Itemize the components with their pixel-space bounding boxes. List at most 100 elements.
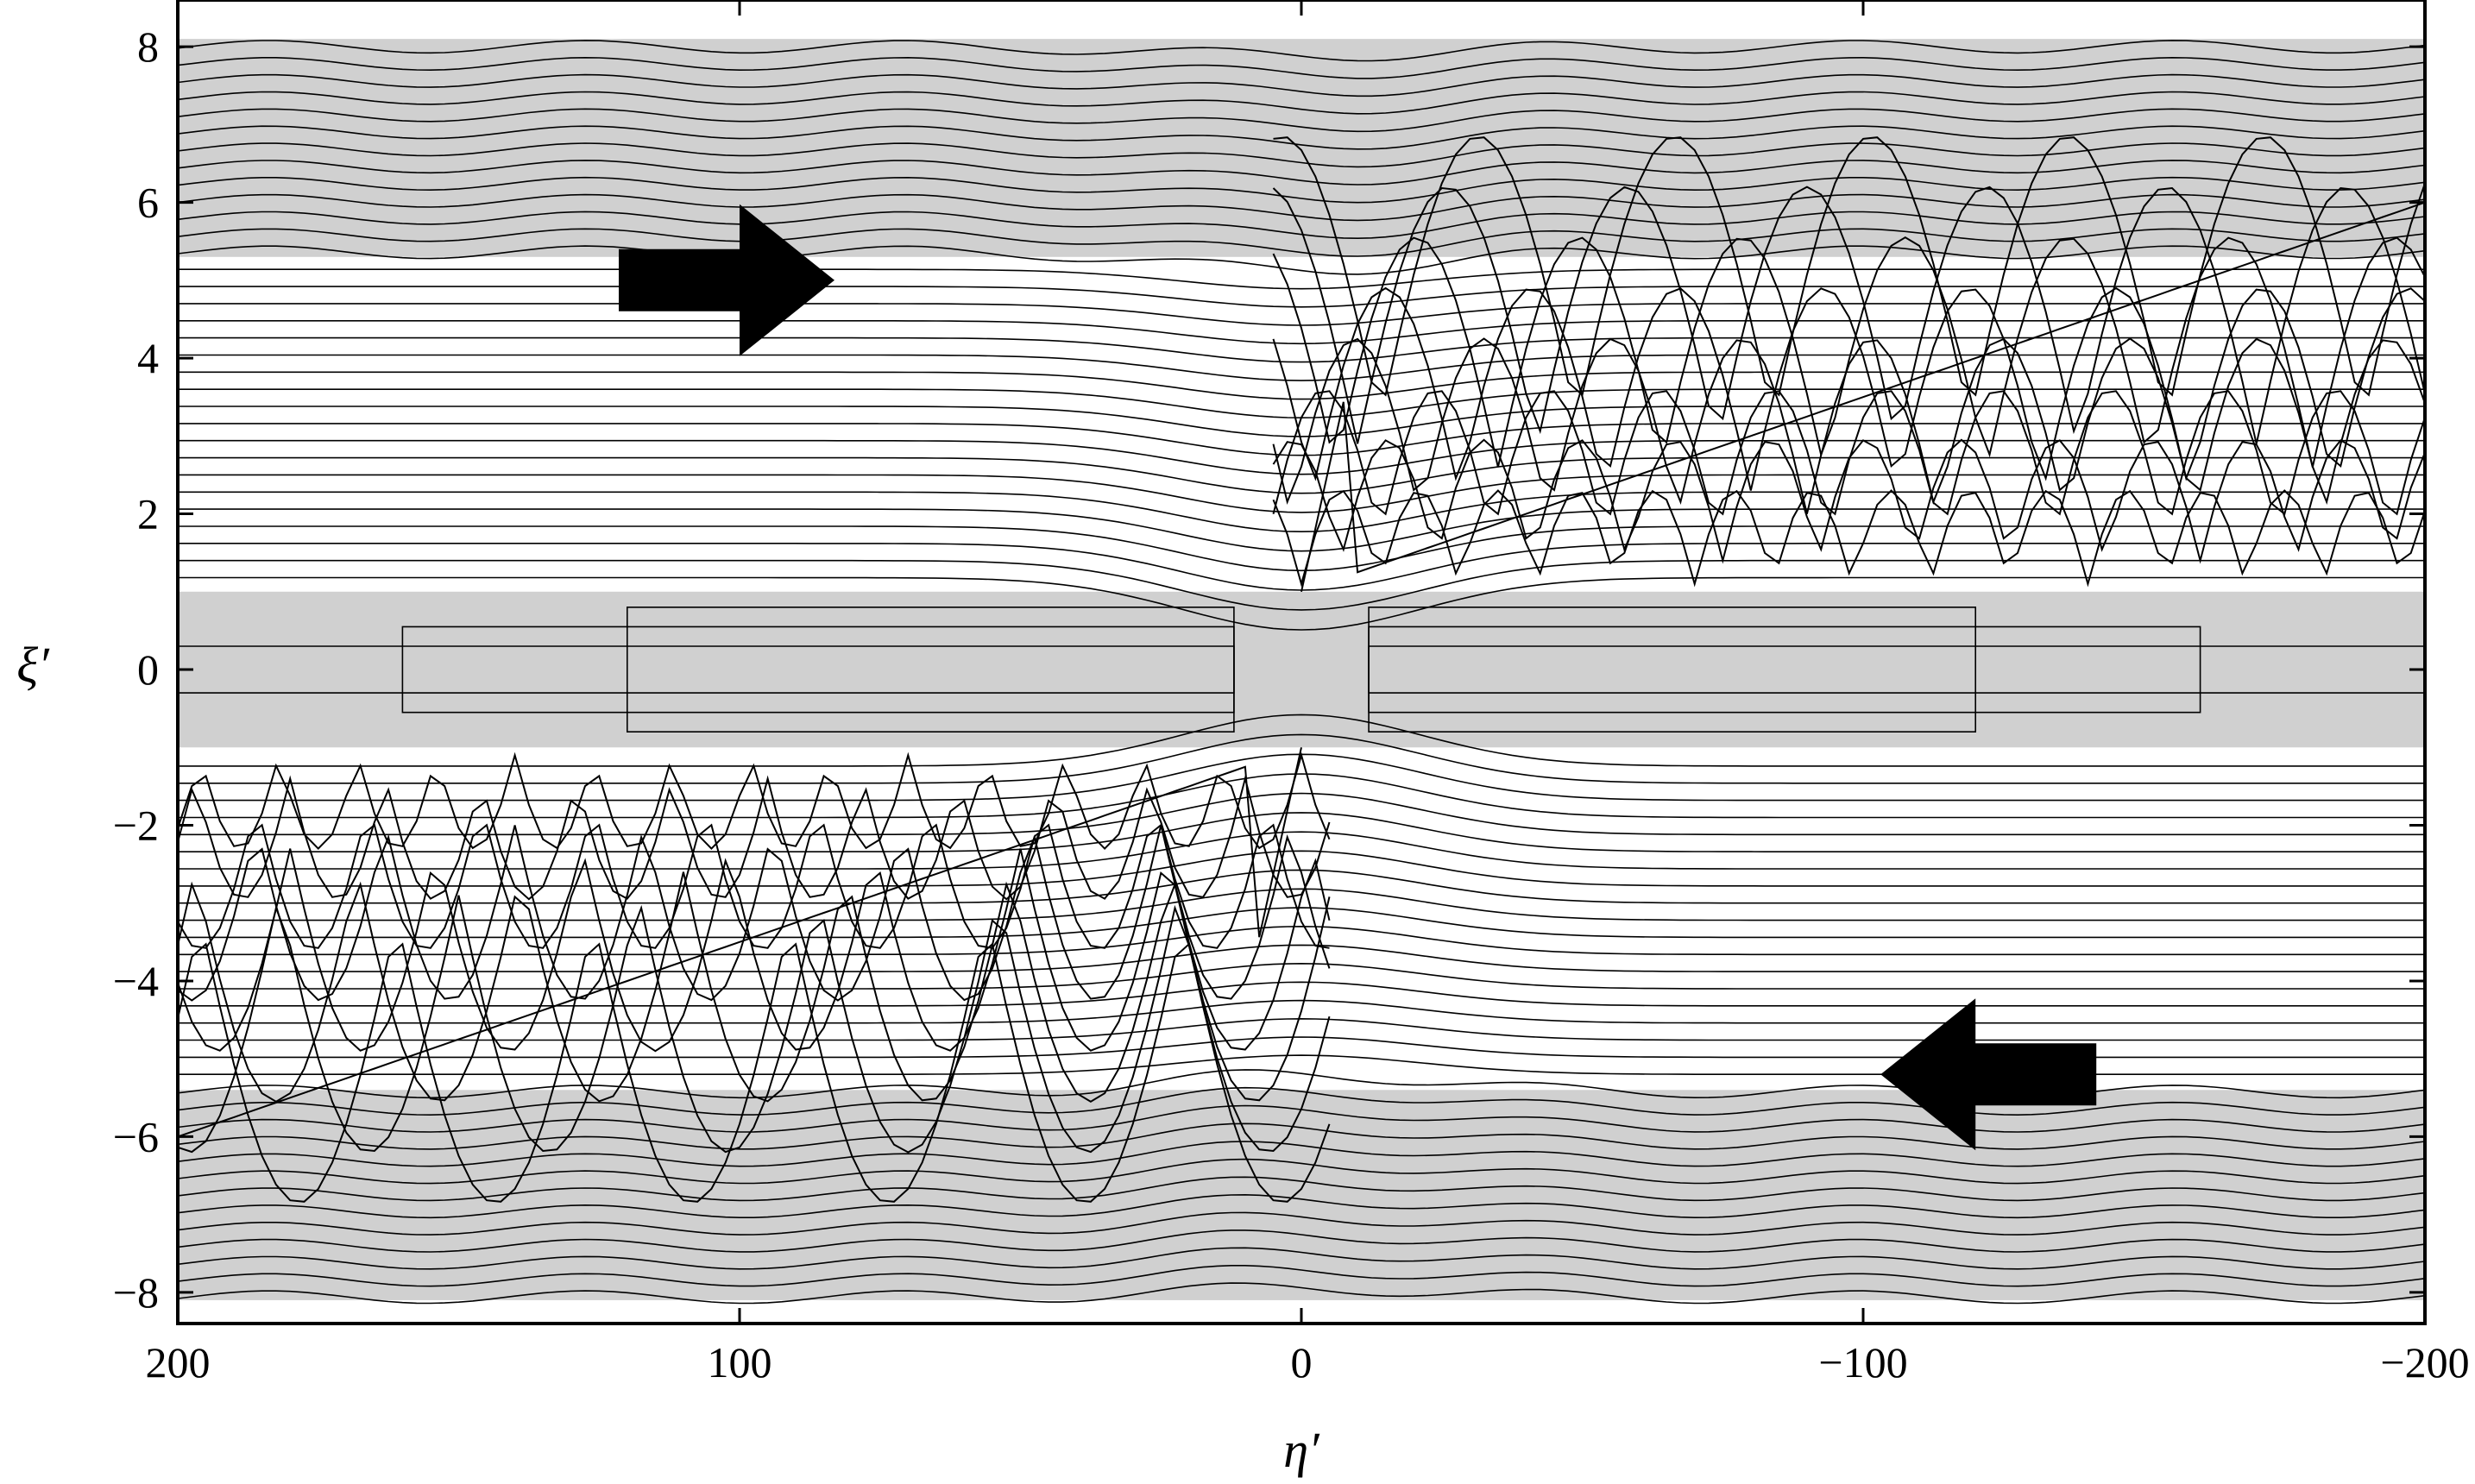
streamline-4 (178, 91, 2425, 115)
streamline-58 (178, 1176, 2425, 1202)
streamline-9 (178, 176, 2425, 204)
closed-contour-65 (178, 645, 1235, 694)
streamline-11 (178, 211, 2425, 240)
closed-contour-68 (1368, 626, 2201, 714)
closed-contour-70 (1368, 607, 1976, 733)
streamline-33 (178, 714, 2425, 767)
streamline-32 (178, 576, 2425, 631)
orbit-upper-7 (1272, 186, 2425, 444)
streamline-41 (178, 869, 2425, 904)
streamline-48 (178, 999, 2425, 1024)
streamline-57 (178, 1158, 2425, 1185)
orbit-lower-5 (178, 848, 1331, 1053)
streamline-27 (178, 491, 2425, 533)
streamline-1 (178, 40, 2425, 62)
orbit-upper-6 (1272, 236, 2425, 468)
streamline-62 (178, 1247, 2425, 1270)
y-tick-label: 4 (137, 334, 159, 382)
streamline-24 (178, 439, 2425, 475)
streamline-61 (178, 1229, 2425, 1253)
streamline-15 (178, 286, 2425, 308)
y-axis-label: ξ′ (16, 637, 50, 693)
streamline-17 (178, 320, 2425, 345)
flow-arrows (619, 204, 2097, 1151)
x-tick-label: 100 (708, 1338, 772, 1387)
flow-arrow-left (1880, 998, 2097, 1151)
streamline-36 (178, 773, 2425, 819)
x-tick-label: 0 (1291, 1338, 1313, 1387)
orbit-upper-8 (1273, 136, 2425, 397)
streamline-53 (178, 1086, 2425, 1116)
orbit-lower-4 (178, 825, 1331, 1002)
streamline-19 (178, 354, 2425, 381)
orbit-lower-1 (178, 751, 1331, 851)
streamline-16 (178, 303, 2425, 326)
particle-orbits (178, 136, 2425, 1203)
orbit-upper-5 (1272, 286, 2425, 491)
orbit-lower-3 (178, 823, 1330, 949)
orbit-upper-1 (1272, 489, 2425, 588)
streamline-49 (178, 1017, 2425, 1041)
streamline-64 (178, 1282, 2425, 1305)
streamline-5 (178, 108, 2425, 133)
shaded-band-2 (178, 1090, 2425, 1300)
streamline-44 (178, 925, 2425, 956)
y-tick-label: −2 (113, 801, 159, 849)
y-tick-label: 6 (137, 179, 159, 227)
streamline-23 (178, 423, 2425, 456)
streamline-39 (178, 831, 2425, 870)
y-tick-label: 2 (137, 490, 159, 538)
streamline-3 (178, 73, 2425, 97)
orbit-upper-4 (1272, 337, 2425, 514)
streamline-56 (178, 1141, 2425, 1167)
streamline-34 (178, 733, 2425, 784)
separatrix-lower (178, 747, 1302, 1138)
streamline-26 (178, 474, 2425, 513)
orbit-upper-3 (1272, 390, 2425, 516)
separatrix-upper (1300, 201, 2425, 593)
y-tick-label: 0 (137, 645, 159, 694)
streamline-59 (178, 1193, 2425, 1219)
streamline-38 (178, 812, 2425, 852)
orbit-lower-6 (178, 871, 1331, 1103)
streamline-6 (178, 125, 2425, 150)
streamline-46 (178, 962, 2425, 990)
closed-contour-69 (627, 607, 1235, 733)
shaded-band-3 (178, 591, 2425, 748)
y-tick-label: −8 (113, 1268, 159, 1317)
streamline-63 (178, 1265, 2425, 1287)
y-tick-label: −4 (113, 957, 159, 1005)
streamline-13 (178, 245, 2425, 275)
streamline-14 (178, 268, 2425, 290)
streamline-20 (178, 371, 2425, 400)
streamline-31 (178, 559, 2425, 611)
x-tick-label: −100 (1818, 1338, 1907, 1387)
y-tick-label: 8 (137, 22, 159, 71)
y-tick-label: −6 (113, 1112, 159, 1160)
axis-ticks (176, 0, 2427, 1324)
x-axis-label: η′ (1283, 1422, 1320, 1478)
streamline-37 (178, 792, 2425, 836)
x-tick-label: −200 (2380, 1338, 2469, 1387)
streamline-40 (178, 850, 2425, 887)
streamline-2 (178, 56, 2425, 79)
streamline-43 (178, 907, 2425, 939)
streamline-47 (178, 981, 2425, 1007)
orbit-lower-7 (178, 895, 1331, 1154)
closed-contour-66 (1368, 645, 2425, 694)
streamline-7 (178, 142, 2425, 168)
streamline-10 (178, 193, 2425, 222)
orbit-lower-8 (178, 942, 1331, 1203)
x-tick-label: 200 (146, 1338, 211, 1387)
shaded-bands (178, 39, 2425, 1300)
closed-contour-67 (401, 626, 1235, 714)
streamline-42 (178, 888, 2425, 921)
streamline-28 (178, 508, 2425, 552)
streamline-8 (178, 160, 2425, 186)
flow-arrow-right (619, 204, 834, 356)
streamline-12 (178, 228, 2425, 257)
streamlines (178, 40, 2425, 1305)
streamline-60 (178, 1211, 2425, 1236)
streamline-55 (178, 1122, 2425, 1150)
streamline-45 (178, 944, 2425, 972)
